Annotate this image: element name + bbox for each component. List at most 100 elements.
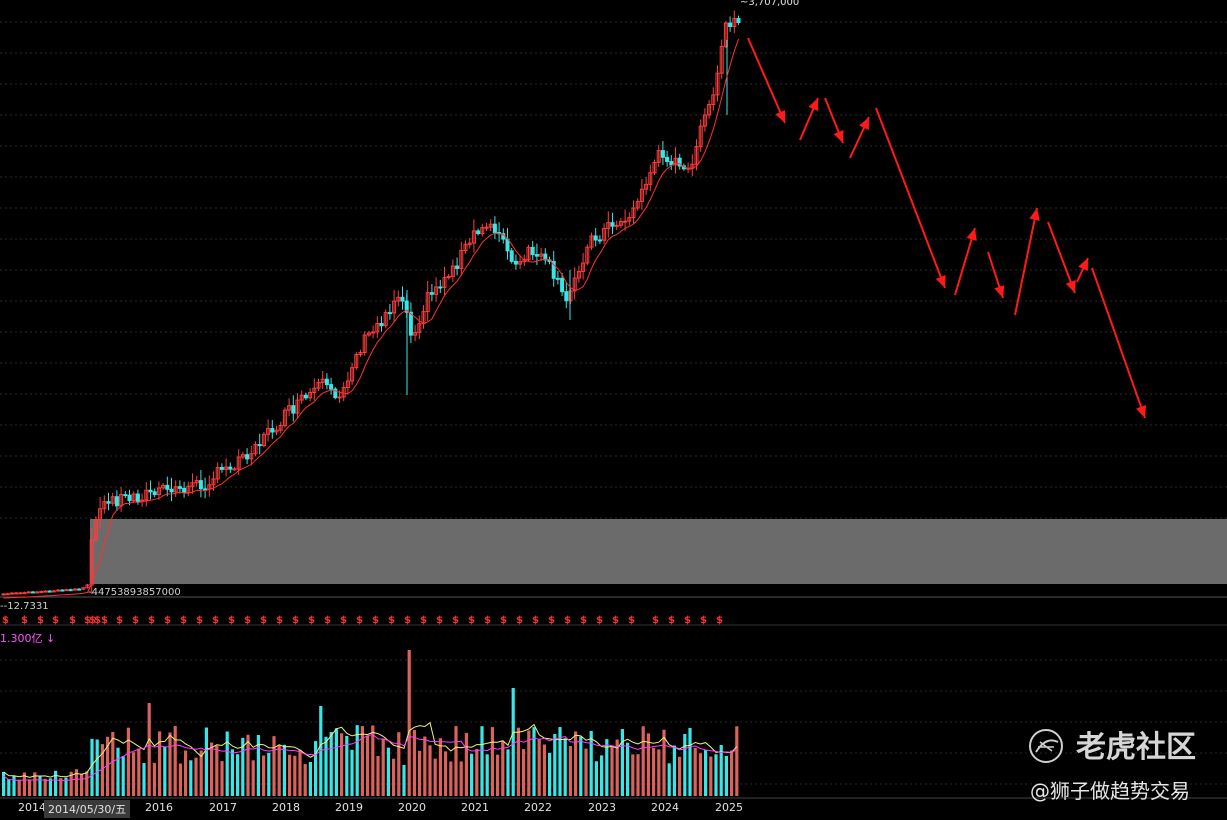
forecast-arrowhead	[935, 275, 946, 288]
volume-bar	[282, 744, 286, 796]
candle	[593, 235, 598, 241]
volume-bar	[345, 735, 349, 796]
volume-bar	[709, 756, 713, 796]
volume-bar	[407, 650, 411, 796]
candle	[198, 480, 203, 490]
candle	[278, 424, 283, 431]
candle	[156, 487, 161, 496]
candle	[131, 493, 136, 502]
volume-bar	[158, 731, 162, 796]
candle	[249, 453, 254, 460]
volume-bar	[54, 770, 58, 796]
candle	[480, 227, 485, 235]
candle	[114, 496, 119, 507]
candle	[350, 367, 355, 382]
forecast-arrowhead	[859, 117, 869, 130]
candle	[471, 230, 476, 244]
candle	[417, 323, 422, 333]
candle	[476, 230, 481, 235]
candle	[35, 591, 40, 594]
volume-bar	[667, 763, 671, 796]
dividend-marker: $	[628, 615, 635, 626]
candle	[68, 589, 73, 592]
dividend-marker: $	[84, 615, 91, 626]
candle	[438, 286, 443, 289]
candle	[484, 226, 489, 229]
volume-bar	[678, 756, 682, 796]
dividend-marker: $	[116, 615, 123, 626]
volume-bar	[475, 748, 479, 796]
forecast-arrowhead	[808, 98, 819, 111]
x-tick-label: 2024	[651, 801, 679, 814]
candle	[173, 486, 178, 493]
candle	[635, 200, 640, 209]
dividend-marker: $	[516, 615, 523, 626]
candle	[51, 590, 56, 593]
candle	[261, 433, 266, 447]
volume-bar	[74, 769, 78, 796]
candle	[43, 590, 48, 593]
candle	[677, 157, 682, 167]
candle	[358, 352, 363, 355]
volume-bar	[298, 749, 302, 796]
volume-bar	[464, 732, 468, 796]
dividend-marker: $	[564, 615, 571, 626]
candle	[22, 592, 27, 595]
candle	[614, 224, 619, 227]
candle	[526, 246, 531, 261]
volume-bar	[22, 772, 26, 796]
volume-bar	[490, 727, 494, 796]
candle	[387, 312, 392, 315]
dividend-marker: $	[356, 615, 363, 626]
volume-bar	[631, 754, 635, 796]
volume-bar	[350, 749, 354, 796]
candle	[413, 331, 418, 336]
x-tick-label: 2025	[715, 801, 743, 814]
candle	[539, 253, 544, 257]
candle	[228, 466, 233, 470]
volume-bar	[459, 761, 463, 796]
cursor-date-box	[44, 800, 130, 818]
volume-bar	[64, 777, 68, 796]
candle	[219, 467, 224, 470]
candle	[434, 286, 439, 295]
volume-ma-yellow	[3, 721, 738, 778]
dividend-marker: $	[484, 615, 491, 626]
volume-bar	[506, 749, 510, 796]
x-axis-ticks: 2014 2016 2017 2018 2019 2020 2021 2022 2023 2024…	[18, 801, 743, 814]
candle	[719, 45, 724, 74]
candle	[396, 296, 401, 302]
candle	[106, 501, 111, 504]
candle	[240, 454, 245, 458]
low-value-label: --12.7331	[0, 601, 49, 612]
volume-bar	[423, 736, 427, 796]
volume-bar	[246, 734, 250, 796]
dividend-marker: $	[324, 615, 331, 626]
candle	[669, 161, 674, 166]
volume-bar	[142, 763, 146, 796]
volume-bar	[449, 761, 453, 796]
candle	[295, 399, 300, 414]
candle	[245, 454, 250, 460]
volume-bar	[563, 738, 567, 796]
volume-bar	[173, 726, 177, 796]
dividend-marker: $	[89, 615, 96, 626]
volume-bar	[553, 734, 557, 796]
volume-bar	[329, 732, 333, 796]
candle	[555, 277, 560, 280]
volume-bar	[95, 739, 99, 796]
volume-bar	[438, 738, 442, 796]
volume-bar	[392, 758, 396, 796]
candle	[236, 456, 241, 470]
forecast-arrow	[1014, 207, 1038, 316]
volume-bar	[657, 749, 661, 796]
dividend-marker: $	[94, 615, 101, 626]
volume-bar	[314, 741, 318, 796]
dividend-marker: $	[340, 615, 347, 626]
volume-bar	[735, 726, 739, 796]
candle	[270, 428, 275, 433]
volume-bar	[480, 726, 484, 796]
dividend-marker: $	[260, 615, 267, 626]
volume-bar	[17, 779, 21, 796]
candle	[18, 592, 23, 595]
